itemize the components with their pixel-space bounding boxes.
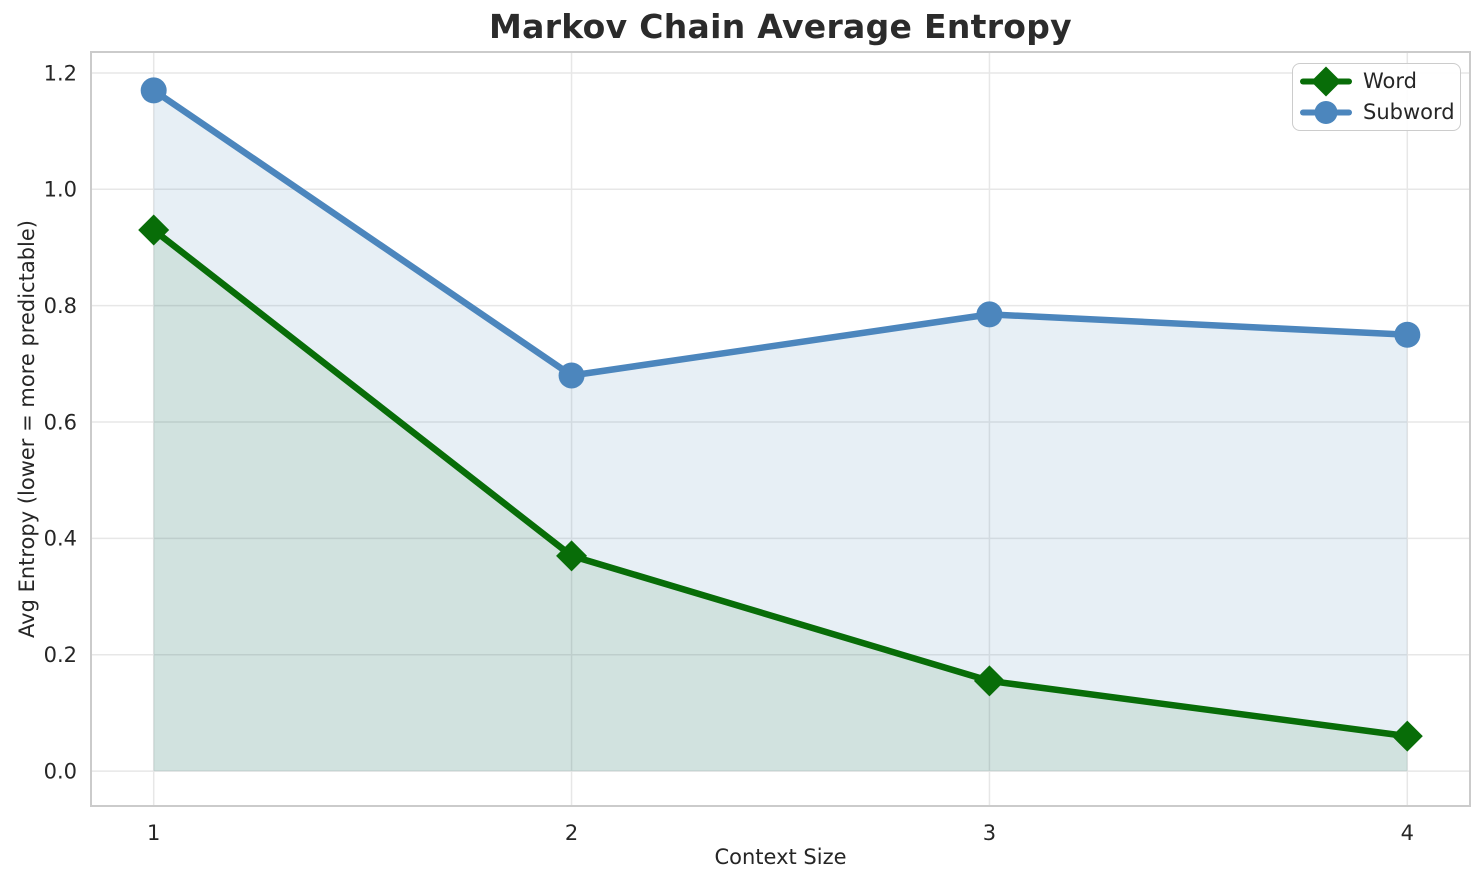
legend-label-word: Word (1363, 69, 1417, 93)
subword-marker (1394, 321, 1421, 348)
x-tick-label: 4 (1401, 821, 1414, 845)
legend-item-subword: Subword (1300, 97, 1460, 128)
word-marker (556, 540, 588, 572)
subword-marker (558, 362, 585, 389)
y-tick-label: 0.4 (44, 527, 77, 551)
subword-marker (976, 301, 1003, 328)
x-tick-label: 3 (983, 821, 996, 845)
subword-area-fill (153, 90, 1408, 772)
legend: Word Subword (1292, 63, 1461, 131)
y-tick-label: 0.6 (44, 410, 77, 434)
word-line-marker-icon (1300, 66, 1352, 97)
word-area-fill (153, 230, 1408, 772)
plot-border (90, 51, 1471, 807)
subword-line-marker-icon (1300, 101, 1352, 124)
x-tick-label: 2 (565, 821, 578, 845)
word-marker (1391, 720, 1423, 752)
y-tick-label: 1.0 (44, 178, 77, 202)
word-marker (973, 665, 1005, 697)
y-tick-label: 0.8 (44, 294, 77, 318)
legend-label-subword: Subword (1363, 100, 1455, 124)
x-axis-label: Context Size (714, 845, 847, 869)
subword-marker (140, 77, 167, 104)
y-tick-label: 0.0 (44, 759, 77, 783)
subword-line (150, 87, 1411, 379)
y-axis-label: Avg Entropy (lower = more predictable) (15, 220, 39, 638)
y-tick-label: 0.2 (44, 643, 77, 667)
x-tick-label: 1 (147, 821, 160, 845)
chart-title: Markov Chain Average Entropy (489, 7, 1072, 46)
y-tick-label: 1.2 (44, 61, 77, 85)
word-marker (138, 214, 170, 246)
word-line (150, 226, 1411, 740)
legend-item-word: Word (1300, 66, 1460, 97)
